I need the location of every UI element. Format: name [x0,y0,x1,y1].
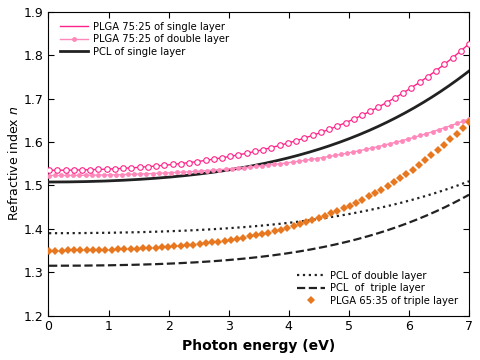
Y-axis label: Refractive index $n$: Refractive index $n$ [7,106,21,221]
X-axis label: Photon energy (eV): Photon energy (eV) [182,339,336,353]
Legend: PCL of double layer, PCL  of  triple layer, PLGA 65:35 of triple layer: PCL of double layer, PCL of triple layer… [295,269,460,307]
